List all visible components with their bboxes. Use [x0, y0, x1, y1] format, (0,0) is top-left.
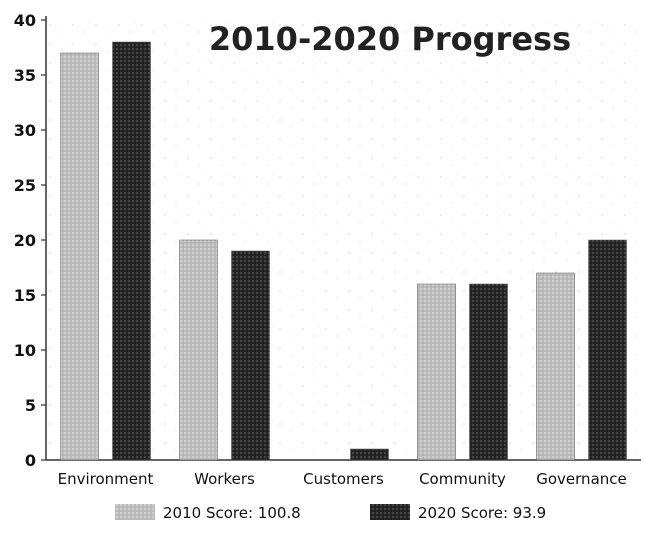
bar-2020	[588, 239, 627, 461]
y-tick-label: 15	[14, 286, 36, 305]
x-category-label: Workers	[194, 470, 255, 488]
y-tick-label: 40	[14, 11, 36, 30]
bar-2010	[60, 52, 99, 461]
legend-swatch-2020	[370, 504, 410, 520]
bar-2020	[231, 250, 270, 461]
bar-2020	[112, 41, 151, 461]
y-tick-label: 0	[25, 451, 36, 470]
x-category-label: Customers	[303, 470, 384, 488]
y-tick-label: 10	[14, 341, 36, 360]
y-tick-label: 25	[14, 176, 36, 195]
y-tick-label: 5	[25, 396, 36, 415]
bar-2020	[350, 448, 389, 461]
y-tick-label: 20	[14, 231, 36, 250]
bar-2020	[469, 283, 508, 461]
category-labels: Environment Workers Customers Community Gove…	[58, 470, 627, 488]
x-category-label: Governance	[536, 470, 627, 488]
legend-label-2020: 2020 Score: 93.9	[418, 504, 546, 522]
legend-swatch-2010	[115, 504, 155, 520]
y-tick-label: 30	[14, 121, 36, 140]
bar-2010	[179, 239, 218, 461]
x-category-label: Environment	[58, 470, 154, 488]
bar-2010	[536, 272, 575, 461]
y-tick-label: 35	[14, 66, 36, 85]
chart-title: 2010-2020 Progress	[209, 20, 571, 58]
x-category-label: Community	[419, 470, 506, 488]
legend: 2010 Score: 100.8 2020 Score: 93.9	[115, 504, 546, 522]
bar-2010	[417, 283, 456, 461]
legend-label-2010: 2010 Score: 100.8	[163, 504, 301, 522]
bars	[60, 41, 627, 461]
